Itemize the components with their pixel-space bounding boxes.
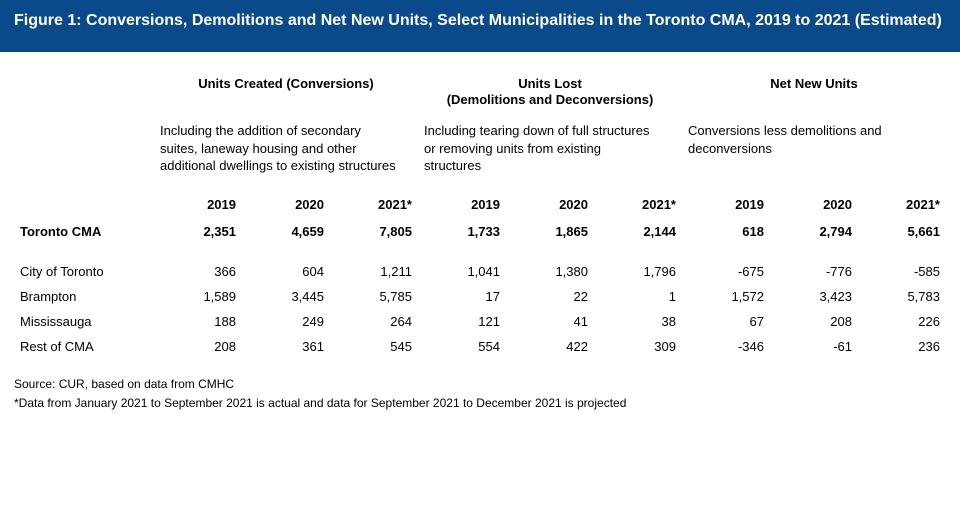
cell-value: 604 (242, 259, 330, 284)
table-row: Rest of CMA 208 361 545 554 422 309 -346… (14, 334, 946, 359)
cell-value: 309 (594, 334, 682, 359)
cell-value: -675 (682, 259, 770, 284)
year-label: 2019 (682, 191, 770, 218)
table-row: Mississauga 188 249 264 121 41 38 67 208… (14, 309, 946, 334)
cell-value: 4,659 (242, 218, 330, 259)
cell-value: 7,805 (330, 218, 418, 259)
cell-value: 1,380 (506, 259, 594, 284)
year-label: 2020 (506, 191, 594, 218)
group-header-lost: Units Lost (Demolitions and Deconversion… (418, 52, 682, 119)
footnote-projection: *Data from January 2021 to September 202… (14, 394, 946, 413)
cell-value: -585 (858, 259, 946, 284)
cell-value: 2,794 (770, 218, 858, 259)
year-label: 2019 (154, 191, 242, 218)
footnotes: Source: CUR, based on data from CMHC *Da… (0, 359, 960, 413)
cell-value: 1,865 (506, 218, 594, 259)
group-header-net: Net New Units (682, 52, 946, 119)
row-label: Mississauga (14, 309, 154, 334)
cell-value: 1,733 (418, 218, 506, 259)
row-label: Toronto CMA (14, 218, 154, 259)
row-label: City of Toronto (14, 259, 154, 284)
cell-value: -776 (770, 259, 858, 284)
cell-value: 41 (506, 309, 594, 334)
cell-value: 422 (506, 334, 594, 359)
figure-container: Figure 1: Conversions, Demolitions and N… (0, 0, 960, 413)
table-row: City of Toronto 366 604 1,211 1,041 1,38… (14, 259, 946, 284)
data-table: Units Created (Conversions) Units Lost (… (14, 52, 946, 359)
cell-value: 188 (154, 309, 242, 334)
cell-value: 264 (330, 309, 418, 334)
year-label: 2019 (418, 191, 506, 218)
cell-value: -61 (770, 334, 858, 359)
figure-title: Figure 1: Conversions, Demolitions and N… (0, 0, 960, 52)
cell-value: 1,572 (682, 284, 770, 309)
year-label: 2020 (770, 191, 858, 218)
cell-value: 361 (242, 334, 330, 359)
cell-value: 226 (858, 309, 946, 334)
year-header-row: 2019 2020 2021* 2019 2020 2021* 2019 202… (14, 191, 946, 218)
table-wrapper: Units Created (Conversions) Units Lost (… (0, 52, 960, 359)
cell-value: 2,144 (594, 218, 682, 259)
cell-value: 545 (330, 334, 418, 359)
cell-value: 208 (770, 309, 858, 334)
group-desc-created: Including the addition of secondary suit… (154, 118, 418, 191)
table-row: Brampton 1,589 3,445 5,785 17 22 1 1,572… (14, 284, 946, 309)
cell-value: 1,589 (154, 284, 242, 309)
year-label: 2021* (594, 191, 682, 218)
cell-value: 5,661 (858, 218, 946, 259)
cell-value: 5,783 (858, 284, 946, 309)
group-desc-lost: Including tearing down of full structure… (418, 118, 682, 191)
table-row-total: Toronto CMA 2,351 4,659 7,805 1,733 1,86… (14, 218, 946, 259)
group-header-created: Units Created (Conversions) (154, 52, 418, 119)
cell-value: 121 (418, 309, 506, 334)
cell-value: 554 (418, 334, 506, 359)
year-label: 2021* (858, 191, 946, 218)
cell-value: 208 (154, 334, 242, 359)
cell-value: -346 (682, 334, 770, 359)
cell-value: 249 (242, 309, 330, 334)
footnote-source: Source: CUR, based on data from CMHC (14, 375, 946, 394)
cell-value: 22 (506, 284, 594, 309)
cell-value: 17 (418, 284, 506, 309)
cell-value: 67 (682, 309, 770, 334)
cell-value: 38 (594, 309, 682, 334)
group-desc-net: Conversions less demolitions and deconve… (682, 118, 946, 191)
group-header-row: Units Created (Conversions) Units Lost (… (14, 52, 946, 119)
cell-value: 366 (154, 259, 242, 284)
group-desc-row: Including the addition of secondary suit… (14, 118, 946, 191)
cell-value: 1 (594, 284, 682, 309)
row-label: Brampton (14, 284, 154, 309)
cell-value: 3,445 (242, 284, 330, 309)
cell-value: 5,785 (330, 284, 418, 309)
row-label: Rest of CMA (14, 334, 154, 359)
cell-value: 2,351 (154, 218, 242, 259)
cell-value: 3,423 (770, 284, 858, 309)
year-label: 2021* (330, 191, 418, 218)
cell-value: 236 (858, 334, 946, 359)
cell-value: 1,041 (418, 259, 506, 284)
cell-value: 618 (682, 218, 770, 259)
year-label: 2020 (242, 191, 330, 218)
cell-value: 1,796 (594, 259, 682, 284)
cell-value: 1,211 (330, 259, 418, 284)
